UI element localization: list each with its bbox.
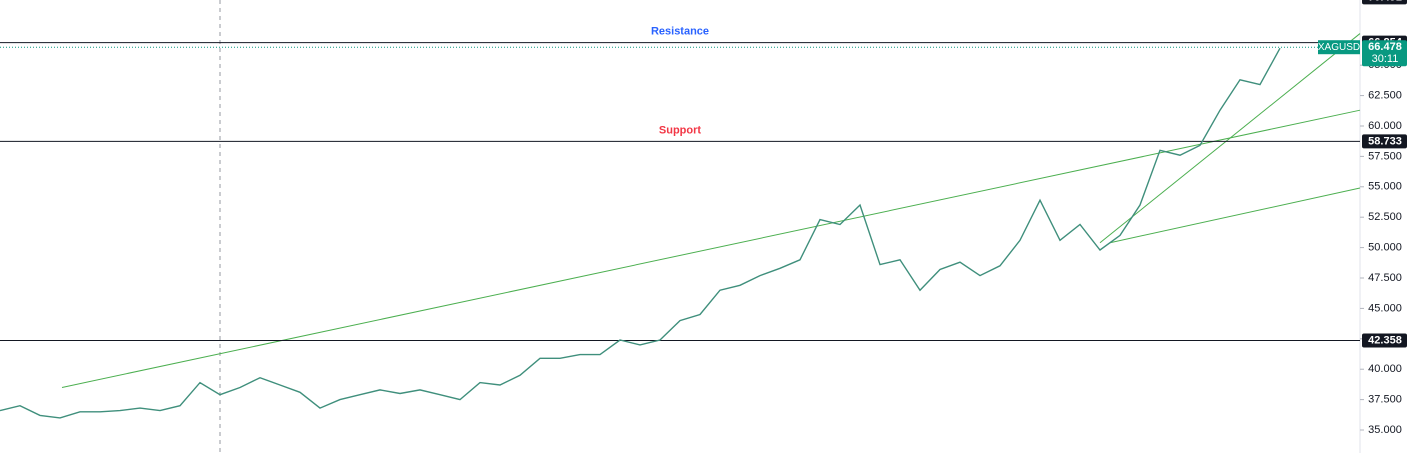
symbol-label: XAGUSD bbox=[1318, 42, 1360, 53]
y-tick-label: 62.500 bbox=[1368, 89, 1402, 101]
level-name: Resistance bbox=[651, 26, 709, 38]
y-tick-label: 35.000 bbox=[1368, 424, 1402, 436]
y-tick-label: 55.000 bbox=[1368, 181, 1402, 193]
y-tick-label: 52.500 bbox=[1368, 211, 1402, 223]
level-label-box bbox=[1362, 134, 1407, 149]
y-tick-label: 50.000 bbox=[1368, 242, 1402, 254]
level-name: Support bbox=[659, 124, 701, 136]
trend-line bbox=[1109, 187, 1361, 244]
price-label-box bbox=[1362, 0, 1407, 5]
level-label: 58.733 bbox=[1368, 135, 1402, 147]
y-tick-label: 45.000 bbox=[1368, 302, 1402, 314]
y-tick-label: 57.500 bbox=[1368, 150, 1402, 162]
y-tick-label: 37.500 bbox=[1368, 394, 1402, 406]
level-label: 42.358 bbox=[1368, 334, 1402, 346]
y-tick-label: 60.000 bbox=[1368, 120, 1402, 132]
price-label: 70.491 bbox=[1368, 0, 1402, 3]
level-label-box bbox=[1362, 333, 1407, 348]
trend-line bbox=[61, 109, 1361, 388]
y-tick-label: 40.000 bbox=[1368, 363, 1402, 375]
symbol-box bbox=[1318, 40, 1360, 55]
current-price-box bbox=[1362, 40, 1407, 67]
y-tick-label: 47.500 bbox=[1368, 272, 1402, 284]
price-line bbox=[0, 47, 1281, 419]
current-price-label: 66.478 bbox=[1368, 41, 1402, 53]
trend-line bbox=[1099, 33, 1361, 244]
countdown-label: 30:11 bbox=[1372, 53, 1399, 65]
